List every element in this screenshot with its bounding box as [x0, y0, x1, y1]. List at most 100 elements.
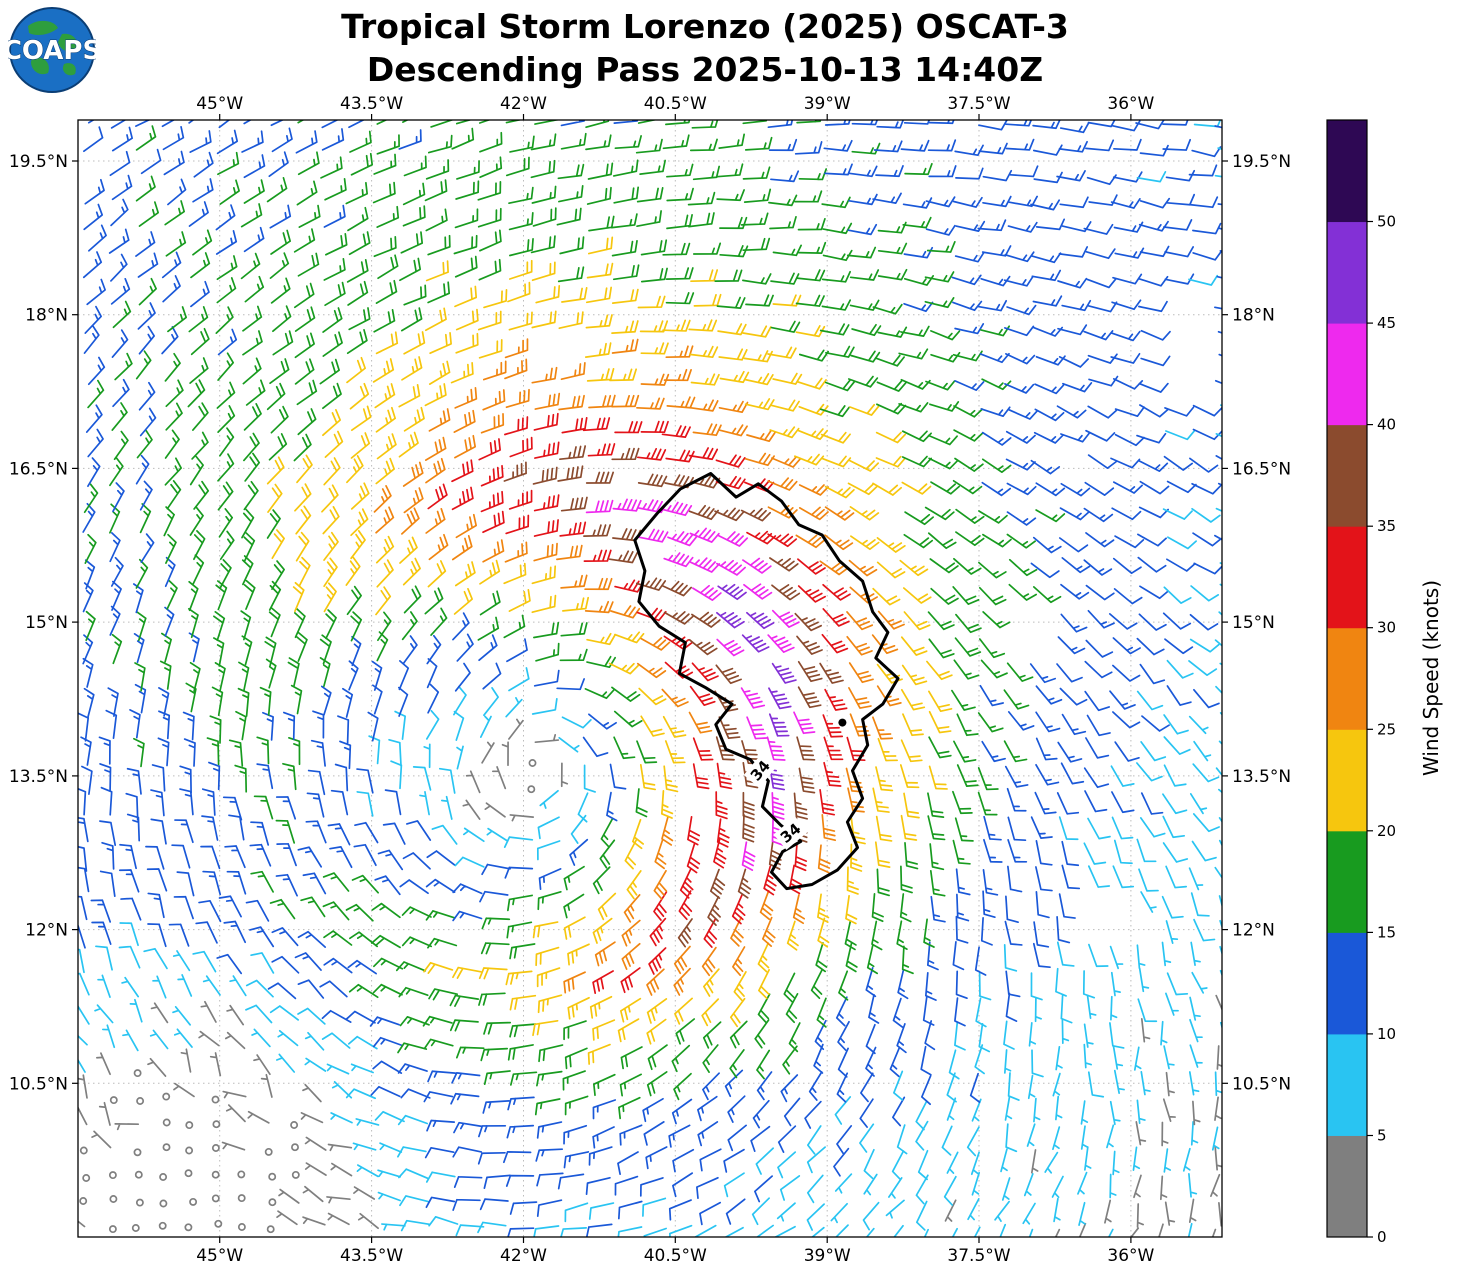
wind-barb — [583, 764, 596, 793]
wind-barb — [509, 1201, 538, 1215]
wind-barb — [560, 132, 587, 150]
wind-barb — [561, 716, 592, 729]
wind-barb — [398, 431, 419, 458]
wind-barb — [904, 511, 935, 526]
wind-barb — [899, 559, 929, 577]
calm-circle — [162, 1118, 171, 1127]
wind-barb — [742, 237, 771, 252]
wind-barb — [723, 1148, 745, 1173]
wind-barb — [139, 407, 157, 437]
wind-barb — [508, 259, 533, 280]
wind-barb — [453, 234, 478, 255]
wind-barb — [324, 281, 346, 307]
wind-barb — [771, 456, 802, 468]
wind-barb — [356, 1164, 379, 1178]
wind-barb — [1061, 557, 1091, 574]
wind-barb — [243, 532, 256, 563]
wind-barb — [1004, 383, 1035, 394]
wind-barb — [1057, 277, 1088, 289]
wind-barb — [240, 610, 252, 641]
wind-barb — [243, 154, 266, 179]
wind-barb — [930, 587, 959, 605]
wind-barb — [381, 1223, 406, 1231]
wind-barb — [617, 1018, 640, 1043]
wind-barb — [198, 899, 222, 923]
wind-barb — [900, 139, 930, 152]
wind-barb — [929, 401, 960, 412]
wind-barb — [743, 373, 774, 386]
wind-barb — [925, 380, 956, 391]
wind-barb — [251, 1028, 271, 1048]
wind-barb — [87, 379, 105, 409]
wind-barb — [1112, 1045, 1124, 1070]
wind-barb — [480, 413, 505, 434]
wind-barb — [662, 715, 687, 738]
wind-barb — [1114, 247, 1145, 259]
wind-barb — [982, 195, 1012, 208]
wind-barb — [1138, 275, 1169, 287]
wind-barb — [1166, 685, 1192, 706]
wind-barb — [193, 151, 214, 178]
wind-barb — [161, 120, 184, 128]
wind-barb — [1034, 383, 1065, 395]
plot-frame — [77, 119, 1223, 1238]
wind-barb — [835, 996, 848, 1027]
wind-barb — [1138, 300, 1168, 313]
wind-barb — [896, 1124, 908, 1155]
wind-barb — [1219, 404, 1222, 417]
wind-barb — [586, 186, 612, 205]
wind-barb — [952, 196, 983, 208]
wind-barb — [532, 921, 559, 939]
wind-barb — [822, 249, 853, 262]
wind-barb — [483, 687, 499, 717]
wind-barb — [732, 946, 746, 977]
wind-barb — [896, 920, 908, 951]
wind-barb — [1123, 1227, 1140, 1237]
wind-barb — [666, 214, 693, 230]
wind-barb — [1035, 711, 1061, 733]
wind-barb — [113, 430, 129, 461]
wind-barb — [397, 1114, 429, 1126]
wind-barb — [250, 821, 270, 846]
wind-barb — [293, 228, 316, 253]
wind-barb — [1113, 138, 1142, 151]
wind-barb — [980, 325, 1011, 337]
wind-barb — [78, 947, 85, 974]
wind-barb — [129, 998, 143, 1023]
wind-barb — [270, 405, 289, 434]
wind-barb — [1109, 1100, 1121, 1126]
wind-barb — [692, 423, 722, 437]
wind-barb — [354, 821, 379, 844]
wind-barb — [661, 688, 689, 708]
wind-barb — [621, 919, 641, 947]
wind-barb — [452, 883, 483, 895]
wind-barb — [1055, 967, 1067, 997]
wind-barb — [929, 558, 959, 574]
wind-barb — [454, 208, 479, 229]
wind-barb — [109, 605, 121, 636]
wind-barb — [741, 841, 756, 871]
wind-barb — [1005, 970, 1021, 998]
wind-barb — [930, 351, 961, 363]
wind-barb — [1111, 816, 1134, 840]
wind-barb — [503, 614, 526, 639]
wind-barb — [927, 434, 958, 446]
wind-barb — [955, 167, 984, 180]
wind-barb — [1083, 330, 1114, 341]
wind-barb — [504, 866, 534, 879]
wind-barb — [192, 229, 213, 256]
wind-barb — [111, 329, 129, 358]
wind-barb — [110, 253, 128, 282]
wind-barb — [266, 456, 285, 485]
wind-barb — [833, 1147, 850, 1177]
wind-barb — [402, 205, 426, 227]
wind-barb — [300, 896, 326, 918]
wind-barb — [819, 323, 850, 336]
wind-barb — [646, 998, 668, 1024]
wind-barb — [136, 429, 153, 459]
wind-barb — [95, 945, 113, 971]
lat-tick-label: 19.5°N — [1232, 152, 1291, 172]
wind-barb — [150, 1002, 169, 1024]
wind-barb — [538, 868, 562, 891]
wind-barb — [90, 899, 112, 923]
